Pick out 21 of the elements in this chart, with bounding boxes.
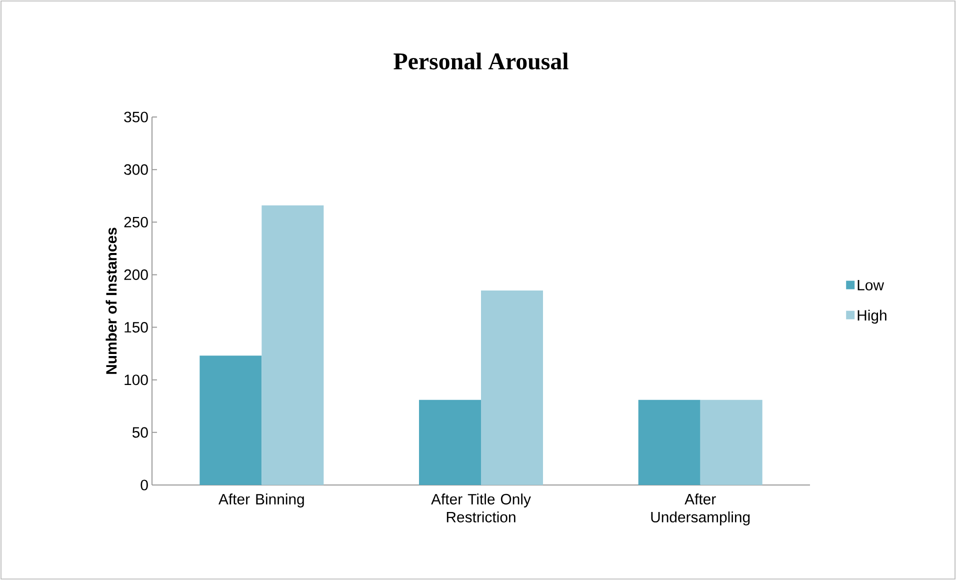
y-tick-label: 200: [124, 269, 148, 280]
bar: [419, 400, 482, 485]
bar: [638, 400, 700, 485]
y-tick-label: 50: [132, 427, 148, 438]
bar: [200, 356, 262, 485]
x-tick-label: After Binning: [218, 494, 304, 508]
y-tick-label: 350: [124, 112, 148, 122]
y-tick-label: 0: [140, 480, 148, 490]
y-tick-label: 300: [124, 164, 148, 175]
y-tick-label: 100: [124, 374, 148, 386]
y-tick-label: 250: [124, 216, 148, 228]
y-axis-title: Number of Instances: [106, 228, 117, 374]
y-tick-label: 150: [124, 322, 148, 333]
chart-title: Personal Arousal: [394, 52, 568, 70]
x-tick-label: After Undersampling: [651, 494, 750, 526]
bar: [481, 290, 544, 485]
bar: [262, 205, 324, 485]
legend-label: Low: [858, 280, 884, 290]
x-tick-label: After Title Only Restriction: [431, 494, 531, 522]
legend-label: High: [858, 310, 886, 324]
bar: [700, 400, 762, 485]
